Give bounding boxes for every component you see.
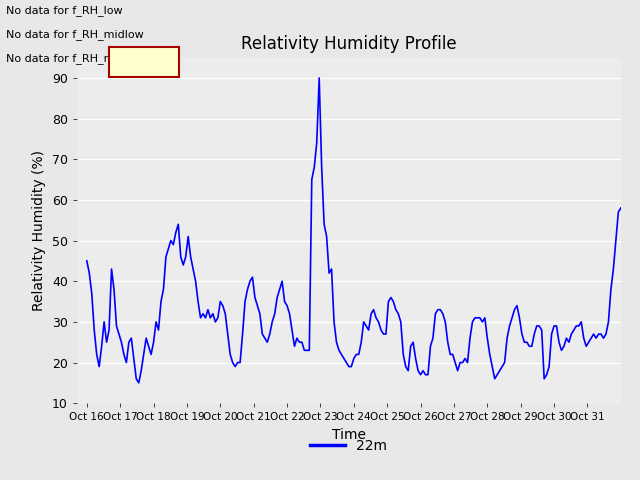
Y-axis label: Relativity Humidity (%): Relativity Humidity (%) [32, 150, 46, 311]
Text: No data for f_RH_midtop: No data for f_RH_midtop [6, 53, 143, 64]
Title: Relativity Humidity Profile: Relativity Humidity Profile [241, 35, 456, 53]
Text: No data for f_RH_midlow: No data for f_RH_midlow [6, 29, 144, 40]
Text: No data for f_RH_low: No data for f_RH_low [6, 5, 123, 16]
Legend: 22m: 22m [305, 433, 393, 458]
Text: fZ_tmet: fZ_tmet [115, 55, 170, 69]
X-axis label: Time: Time [332, 428, 366, 442]
